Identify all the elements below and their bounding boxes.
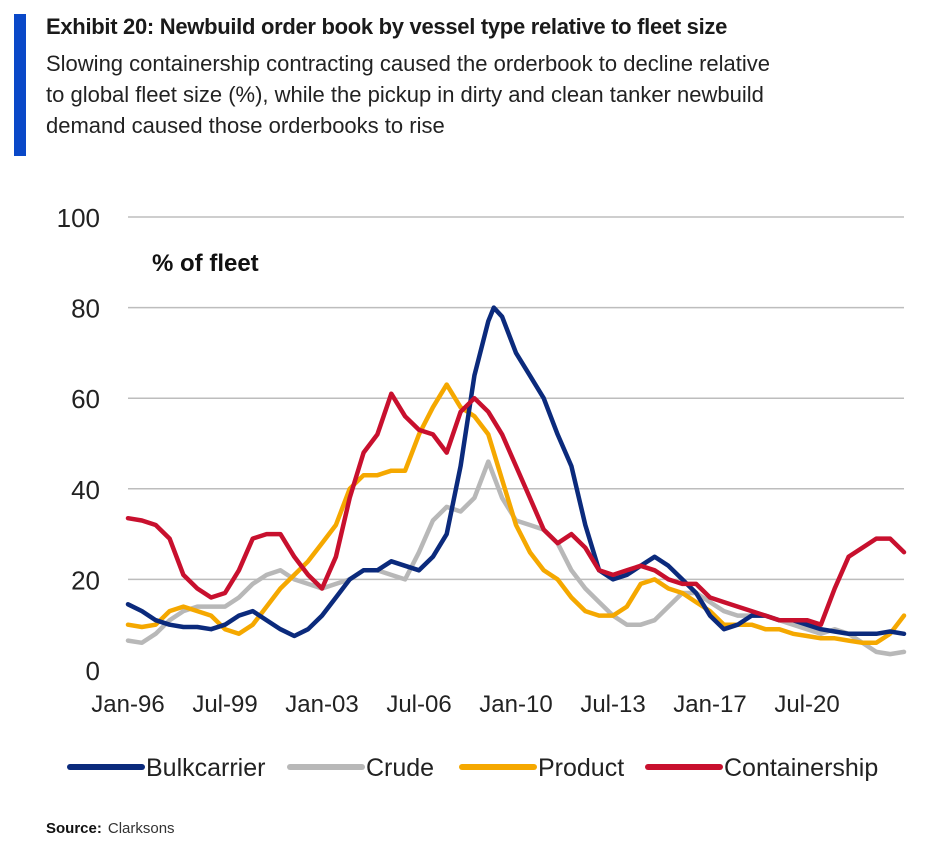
subtitle-line: to global fleet size (%), while the pick… — [46, 82, 764, 107]
grid-lines — [128, 216, 904, 581]
y-tick-label: 40 — [71, 475, 100, 505]
subtitle-line: Slowing containership contracting caused… — [46, 51, 770, 76]
y-tick-label: 80 — [71, 294, 100, 324]
series-line-bulkcarrier — [125, 305, 907, 639]
x-tick-label: Jan-17 — [673, 691, 746, 718]
x-tick-label: Jan-10 — [479, 691, 552, 718]
source-label: Source: — [46, 820, 102, 837]
series-line-product — [125, 382, 907, 646]
legend-label-crude: Crude — [366, 754, 434, 782]
chart-title: Exhibit 20: Newbuild order book by vesse… — [46, 14, 728, 39]
subtitle-line: demand caused those orderbooks to rise — [46, 113, 445, 138]
legend-label-bulkcarrier: Bulkcarrier — [146, 754, 265, 782]
y-tick-label: 20 — [71, 565, 100, 595]
accent-bar — [14, 14, 26, 156]
y-tick-label: 60 — [71, 384, 100, 414]
y-tick-labels: 0 20 40 60 80 100 — [57, 203, 100, 686]
x-tick-label: Jul-13 — [580, 691, 645, 718]
y-tick-label: 100 — [57, 203, 100, 233]
legend: Bulkcarrier Crude Product Containership — [67, 754, 878, 782]
legend-label-product: Product — [538, 754, 624, 782]
chart-subtitle: Slowing containership contracting caused… — [46, 48, 926, 141]
source-value: Clarksons — [107, 820, 175, 837]
y-tick-label: 0 — [86, 656, 100, 686]
source-note: Source: Clarksons — [46, 820, 175, 837]
x-tick-label: Jul-06 — [386, 691, 451, 718]
x-tick-label: Jan-96 — [91, 691, 164, 718]
y-axis-label: % of fleet — [152, 250, 259, 277]
x-tick-label: Jan-03 — [285, 691, 358, 718]
legend-label-containership: Containership — [724, 754, 878, 782]
series-line-containership — [125, 391, 907, 627]
x-tick-labels: Jan-96 Jul-99 Jan-03 Jul-06 Jan-10 Jul-13 Jan-… — [91, 691, 839, 718]
series-lines — [125, 305, 907, 657]
x-tick-label: Jul-99 — [192, 691, 257, 718]
x-tick-label: Jul-20 — [774, 691, 839, 718]
